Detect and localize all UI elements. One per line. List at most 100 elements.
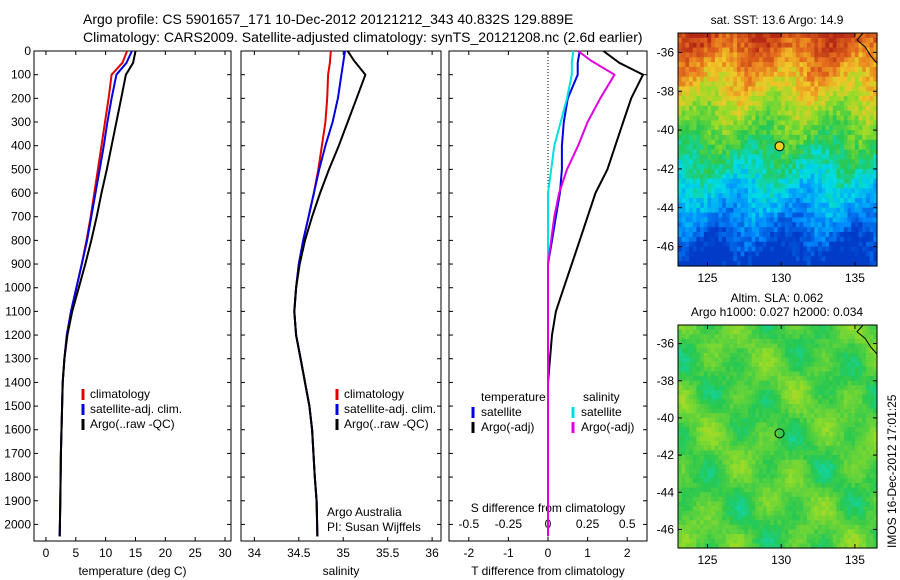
map-cell — [759, 222, 764, 228]
map-cell — [777, 188, 782, 194]
map-cell — [814, 422, 819, 428]
map-cell — [707, 261, 712, 267]
map-cell — [843, 385, 849, 391]
map-cell — [770, 178, 775, 185]
map-cell — [770, 496, 775, 503]
map-cell — [692, 57, 698, 63]
map-cell — [825, 222, 830, 228]
map-cell — [873, 496, 878, 503]
map-cell — [814, 76, 819, 83]
map-cell — [806, 325, 812, 331]
map-cell — [777, 198, 782, 204]
map-cell — [703, 334, 709, 340]
map-cell — [803, 115, 808, 121]
map-cell — [770, 168, 775, 175]
map-cell — [792, 115, 797, 121]
map-cell — [714, 81, 720, 87]
map-cell — [792, 207, 797, 214]
map-cell — [795, 193, 801, 199]
map-cell — [689, 459, 694, 465]
map-cell — [773, 173, 779, 180]
map-cell — [806, 134, 812, 141]
map-cell — [784, 37, 790, 44]
map-cell — [759, 236, 764, 243]
map-cell — [840, 492, 845, 498]
map-cell — [836, 241, 841, 248]
map-cell — [777, 76, 782, 83]
map-cell — [810, 329, 815, 335]
map-cell — [818, 371, 823, 377]
map-cell — [840, 385, 845, 391]
map-cell — [781, 227, 786, 233]
map-cell — [770, 81, 775, 87]
map-cell — [714, 445, 720, 452]
map-cell — [836, 473, 841, 479]
map-cell — [818, 413, 823, 419]
map-cell — [766, 445, 771, 452]
map-cell — [854, 232, 860, 238]
map-cell — [703, 403, 709, 410]
map-cell — [722, 236, 727, 243]
map-cell — [777, 469, 782, 475]
map-cell — [725, 380, 731, 386]
map-cell — [843, 441, 849, 447]
map-cell — [806, 371, 812, 377]
map-cell — [678, 241, 683, 248]
map-cell — [862, 105, 867, 112]
map-cell — [847, 159, 852, 165]
map-cell — [862, 139, 867, 146]
map-cell — [692, 91, 698, 97]
map-cell — [748, 212, 753, 219]
map-cell — [751, 329, 756, 335]
map-cell — [851, 76, 856, 83]
map-cell — [795, 86, 801, 92]
map-cell — [740, 37, 745, 44]
map-cell — [858, 178, 863, 185]
map-cell — [792, 496, 797, 503]
map-cell — [678, 100, 683, 107]
map-cell — [773, 178, 779, 185]
map-cell — [740, 207, 745, 214]
map-cell — [781, 76, 786, 83]
map-cell — [762, 198, 768, 204]
map-cell — [777, 357, 782, 363]
map-cell — [803, 207, 808, 214]
map-cell — [718, 241, 723, 248]
map-cell — [865, 261, 871, 267]
map-cell — [843, 173, 849, 180]
legend-label: Argo(..raw -QC) — [344, 417, 429, 431]
map-cell — [873, 427, 878, 433]
map-cell — [865, 227, 871, 233]
map-cell — [810, 455, 815, 461]
map-cell — [740, 159, 745, 165]
map-cell — [854, 256, 860, 262]
map-cell — [781, 478, 786, 484]
map-cell — [759, 100, 764, 107]
map-cell — [825, 445, 830, 452]
map-cell — [806, 450, 812, 456]
map-cell — [729, 450, 734, 456]
map-cell — [770, 450, 775, 456]
map-cell — [795, 202, 801, 209]
map-cell — [736, 427, 742, 433]
map-cell — [722, 385, 727, 391]
map-cell — [825, 431, 830, 438]
map-cell — [858, 52, 863, 58]
map-cell — [773, 492, 779, 498]
map-cell — [689, 149, 694, 155]
map-cell — [832, 57, 838, 63]
map-cell — [847, 436, 852, 442]
legend-label: satellite-adj. clim. — [90, 402, 182, 416]
map-cell — [788, 164, 793, 170]
map-cell — [788, 371, 793, 377]
map-cell — [795, 188, 801, 194]
map-cell — [766, 464, 771, 470]
map-cell — [755, 198, 760, 204]
map-cell — [762, 469, 768, 475]
map-cell — [781, 492, 786, 498]
map-cell — [718, 441, 723, 447]
map-cell — [748, 256, 753, 262]
map-cell — [744, 362, 749, 368]
map-cell — [740, 96, 745, 102]
map-cell — [788, 478, 793, 484]
